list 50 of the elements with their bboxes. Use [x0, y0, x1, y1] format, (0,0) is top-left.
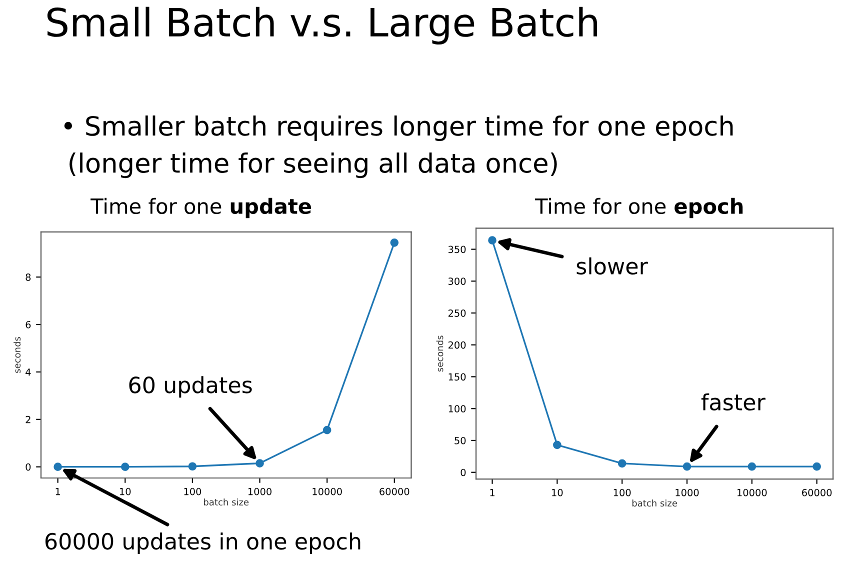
annotation: 60 updates: [129, 376, 252, 398]
y-tick-label: 8: [26, 274, 31, 281]
point: [682, 462, 692, 471]
point: [748, 462, 756, 471]
y-tick-label: 300: [448, 278, 466, 285]
y-tick-label: 50: [454, 436, 466, 444]
x-tick-label: 100: [184, 488, 202, 496]
y-tick-label: 200: [448, 341, 466, 349]
chart-title: Time for one epoch: [535, 198, 743, 218]
point: [256, 459, 264, 468]
y-axis-title: seconds: [436, 336, 444, 372]
point: [618, 459, 626, 468]
point: [54, 462, 62, 472]
annotation: faster: [701, 393, 766, 411]
x-tick-label: 10: [552, 488, 563, 496]
text: Small Batch v.s. Large Batch: [47, 6, 598, 44]
y-tick-label: 2: [26, 416, 30, 424]
y-tick-label: 150: [448, 373, 466, 381]
x-tick-label: 1000: [676, 488, 699, 496]
point: [390, 238, 399, 247]
annotation: 60000 updates in one epoch: [45, 532, 360, 554]
x-tick-label: 1000: [248, 488, 272, 496]
x-tick-label: 1: [56, 488, 60, 496]
y-tick-label: 350: [448, 246, 466, 254]
x-tick-label: 10: [120, 488, 131, 496]
y-tick-label: 4: [26, 368, 31, 376]
x-tick-label: 10000: [738, 488, 767, 496]
x-tick-label: 100: [614, 488, 631, 496]
y-tick-label: 100: [448, 405, 466, 412]
point: [120, 462, 130, 472]
point: [553, 440, 562, 450]
x-tick-label: 1: [490, 489, 494, 496]
x-axis-title: batch size: [204, 498, 249, 506]
text: • Smaller batch requires longer time for one epoch: [64, 115, 733, 142]
x-tick-label: 10000: [312, 488, 342, 496]
x-axis-title: batch size: [632, 500, 677, 507]
y-tick-label: 0: [460, 468, 466, 476]
point: [488, 236, 496, 245]
chart-title: Time for one update: [90, 198, 312, 218]
annotation: slower: [576, 257, 648, 275]
y-tick-label: 250: [448, 309, 466, 317]
point: [812, 462, 821, 471]
point: [322, 426, 332, 434]
y-axis-title: seconds: [14, 336, 21, 373]
x-tick-label: 60000: [802, 488, 832, 496]
x-tick-label: 60000: [380, 488, 410, 496]
y-tick-label: 6: [26, 320, 31, 328]
text: (longer time for seeing all data once): [70, 152, 557, 178]
y-tick-label: 0: [26, 463, 31, 471]
point: [188, 462, 197, 471]
